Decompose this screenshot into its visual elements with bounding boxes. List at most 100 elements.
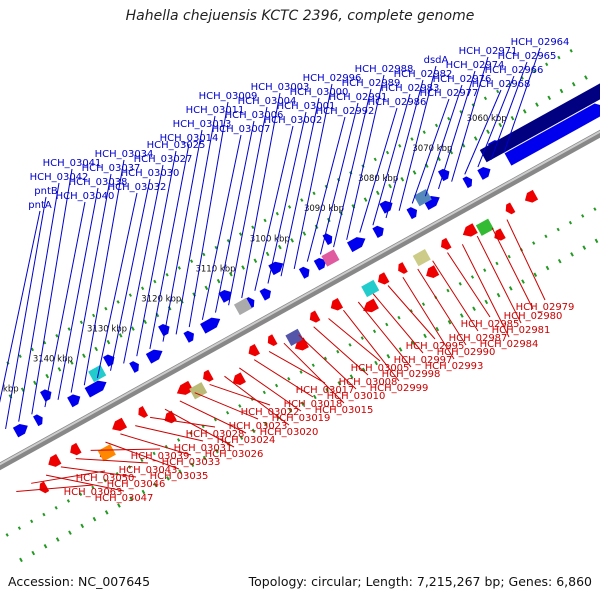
forward-gene-label: HCH_03041 (43, 158, 102, 169)
forward-gene-label: HCH_02996 (303, 73, 362, 84)
tick-mark (470, 275, 475, 279)
tick-mark (532, 69, 537, 73)
tick-mark (274, 383, 279, 388)
tick-mark (68, 530, 72, 535)
tick-mark (434, 123, 439, 128)
tick-mark (594, 238, 599, 244)
tick-mark (94, 346, 99, 352)
tick-mark (545, 62, 549, 67)
tick-mark (545, 265, 550, 271)
tick-mark (446, 288, 450, 293)
tick-mark (17, 526, 22, 530)
tick-mark (458, 281, 462, 286)
forward-gene-label: HCH_03038 (69, 177, 128, 188)
forward-leader-line (214, 120, 255, 313)
tick-mark (190, 462, 195, 468)
forward-gene-label: HCH_03040 (56, 191, 115, 202)
forward-gene-label: HCH_03032 (108, 182, 167, 193)
kbp-tick-label: 3070 kbp (412, 144, 452, 154)
forward-gene-label: pntB (34, 186, 58, 197)
tick-mark (79, 492, 83, 496)
forward-leader-line (333, 88, 372, 248)
map-layer: 3060 kbp 3070 kbp 3080 kbp 3090 kbp 3100 kbp… (0, 37, 600, 563)
forward-leader-line (18, 182, 60, 422)
tick-mark (557, 258, 562, 264)
forward-gene-label: HCH_02974 (446, 60, 505, 71)
forward-gene (200, 317, 221, 334)
tick-mark (141, 489, 146, 495)
tick-mark (5, 533, 9, 537)
forward-gene (462, 176, 473, 189)
tick-mark (336, 349, 340, 354)
reverse-gene (248, 344, 260, 357)
forward-gene (40, 389, 52, 402)
tick-mark (483, 268, 487, 273)
reverse-leader-line (179, 400, 247, 434)
special-feature-block (475, 218, 494, 236)
reverse-gene-label: HCH_03063 (64, 487, 123, 498)
reverse-leader-line (491, 227, 534, 310)
forward-gene-label: HCH_03030 (121, 168, 180, 179)
forward-gene-label: HCH_02966 (485, 65, 544, 76)
tick-mark (447, 320, 452, 325)
tick-mark (323, 356, 328, 361)
tick-mark (312, 191, 316, 196)
reverse-gene (267, 334, 278, 347)
forward-gene-label: HCH_02965 (498, 51, 557, 62)
tick-mark (582, 245, 587, 250)
reverse-gene-label: HCH_03015 (315, 405, 374, 416)
tick-mark (388, 183, 392, 189)
tick-mark (104, 510, 109, 515)
reverse-leader-line (120, 433, 192, 456)
reverse-gene (426, 265, 440, 279)
tick-mark (57, 367, 62, 372)
reverse-gene (363, 298, 379, 313)
tick-mark (400, 177, 405, 182)
reverse-gene (39, 481, 50, 494)
forward-gene (504, 103, 600, 166)
tick-mark (325, 387, 329, 393)
tick-mark (216, 278, 221, 284)
forward-gene-label: HCH_03009 (199, 91, 258, 102)
genome-backbone-highlight (0, 130, 600, 466)
reverse-gene-label: HCH_02999 (370, 383, 429, 394)
tick-mark (30, 519, 34, 524)
tick-mark (410, 137, 414, 141)
forward-leader-line (136, 150, 177, 357)
tick-mark (459, 313, 464, 318)
tick-mark (569, 48, 573, 53)
reverse-gene-label: HCH_02987 (449, 333, 508, 344)
reverse-gene-label: HCH_02993 (425, 361, 484, 372)
reverse-leader-line (372, 293, 424, 354)
forward-leader-line (280, 97, 320, 277)
forward-gene-label: HCH_03007 (212, 124, 271, 135)
forward-leader-line (438, 70, 476, 190)
forward-gene-label: HCH_02992 (316, 106, 375, 117)
tick-mark (103, 478, 107, 483)
tick-mark (287, 205, 292, 209)
tick-mark (202, 455, 207, 461)
tick-mark (348, 343, 352, 347)
tick-mark (385, 150, 390, 155)
tick-mark (20, 387, 25, 392)
forward-gene (259, 288, 271, 301)
reverse-gene-label: HCH_03010 (327, 391, 386, 402)
tick-mark (141, 286, 145, 291)
tick-mark (177, 266, 181, 270)
reverse-gene-label: HCH_03043 (119, 465, 178, 476)
tick-mark (372, 329, 377, 334)
tick-mark (176, 438, 181, 442)
reverse-gene (398, 262, 408, 274)
forward-leader-line (372, 93, 411, 226)
tick-mark (92, 313, 96, 318)
tick-mark (287, 377, 291, 381)
reverse-gene (48, 454, 62, 467)
reverse-leader-line (90, 448, 161, 451)
tick-mark (533, 272, 538, 278)
reverse-gene-label: HCH_03005 (351, 363, 410, 374)
forward-gene (12, 423, 28, 438)
tick-mark (202, 252, 206, 257)
reverse-leader-line (313, 326, 369, 376)
reverse-gene (70, 442, 82, 456)
forward-gene-label: HCH_03013 (173, 119, 232, 130)
